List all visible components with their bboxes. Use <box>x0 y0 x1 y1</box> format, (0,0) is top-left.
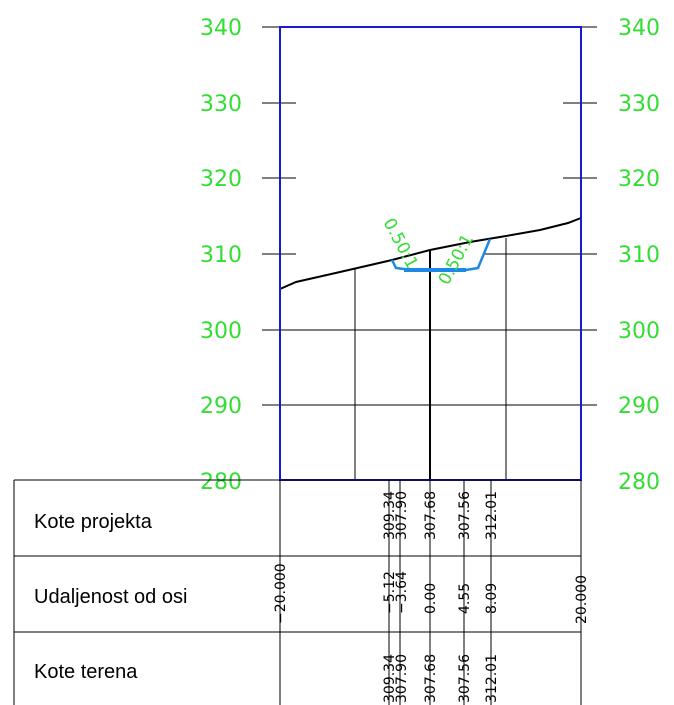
elevation-label-left-320: 320 <box>200 167 242 192</box>
projekta-value-2: 307.90 <box>394 491 410 540</box>
elevation-label-left-330: 330 <box>200 92 242 117</box>
projekta-value-1: 309.34 <box>382 491 398 540</box>
projekta-value-3: 307.68 <box>423 491 439 540</box>
slope-label-left: 0.50:1 <box>379 215 422 272</box>
elevation-label-right-310: 310 <box>618 243 660 268</box>
elevation-label-right-280: 280 <box>618 470 660 495</box>
udaljenost-value-4: 4.55 <box>457 583 473 614</box>
terena-value-4: 307.56 <box>457 654 473 703</box>
row-label-kote-projekta: Kote projekta <box>34 511 153 533</box>
slope-label-right: 0.50:1 <box>435 231 478 288</box>
row-label-udaljenost: Udaljenost od osi <box>34 586 187 608</box>
udaljenost-value-2: −3.64 <box>394 571 410 614</box>
terena-value-3: 307.68 <box>423 654 439 703</box>
data-table <box>13 479 582 705</box>
terena-value-5: 312.01 <box>484 654 500 703</box>
udaljenost-value-1: −5.12 <box>382 571 398 614</box>
column-ticks <box>388 480 492 705</box>
elevation-label-left-280: 280 <box>200 470 242 495</box>
udaljenost-edge-right: 20.000 <box>574 575 590 624</box>
elevation-label-right-300: 300 <box>618 319 660 344</box>
terrain-line <box>279 217 582 290</box>
terena-value-2: 307.90 <box>394 654 410 703</box>
elevation-label-left-340: 340 <box>200 16 242 41</box>
udaljenost-value-5: 8.09 <box>484 583 500 614</box>
elevation-label-right-330: 330 <box>618 92 660 117</box>
elevation-label-right-290: 290 <box>618 394 660 419</box>
elevation-label-left-310: 310 <box>200 243 242 268</box>
elevation-label-left-290: 290 <box>200 394 242 419</box>
projekta-value-5: 312.01 <box>484 491 500 540</box>
udaljenost-edge-left: −20.000 <box>273 563 289 624</box>
udaljenost-value-3: 0.00 <box>423 583 439 614</box>
grid-lines <box>280 238 581 480</box>
projekta-value-4: 307.56 <box>457 491 473 540</box>
row-label-kote-terena: Kote terena <box>34 661 138 683</box>
elevation-label-right-320: 320 <box>618 167 660 192</box>
elevation-label-right-340: 340 <box>618 16 660 41</box>
elevation-label-left-300: 300 <box>200 319 242 344</box>
terena-value-1: 309.34 <box>382 654 398 703</box>
